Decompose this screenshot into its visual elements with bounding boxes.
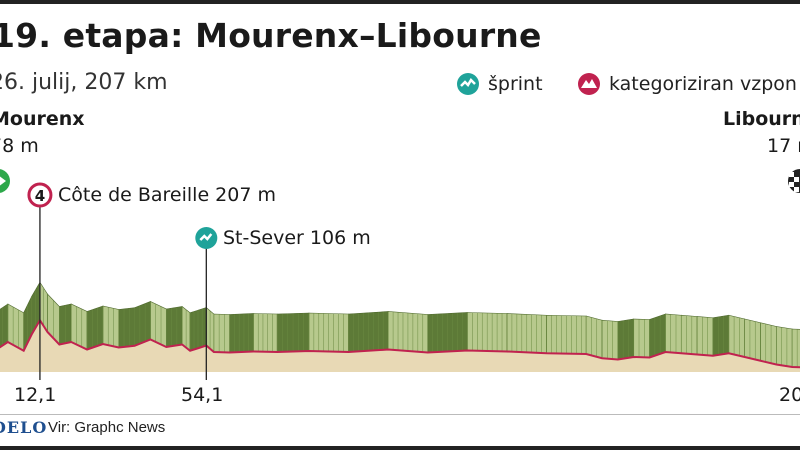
profile-ground	[0, 320, 800, 372]
top-rule	[0, 0, 800, 4]
terrain-face-20	[253, 313, 278, 353]
mountain-icon	[578, 73, 600, 95]
finish-city-name: Libourne	[723, 108, 800, 130]
terrain-face-34	[665, 313, 682, 354]
climb-marker-label: Côte de Bareille 207 m	[58, 184, 276, 206]
sprint-marker-glyph	[199, 233, 213, 241]
terrain-face-40	[760, 322, 777, 365]
footer-rule	[0, 414, 800, 415]
climb-category-icon	[27, 182, 53, 208]
terrain-face-10	[118, 307, 135, 348]
profile-terrain	[0, 281, 800, 368]
start-city-name: Mourenx	[0, 108, 85, 130]
page-title: 19. etapa: Mourenx–Libourne	[0, 16, 542, 55]
legend-climb: kategoriziran vzpon	[576, 71, 797, 97]
finish-check	[794, 177, 799, 182]
stage-subtitle: 26. julij, 207 km	[0, 70, 168, 95]
profile-markers: 4	[0, 169, 800, 380]
terrain-face-11	[134, 301, 151, 347]
terrain-face-35	[680, 314, 698, 355]
finish-city-elevation: 17 m	[767, 135, 800, 157]
publisher-logo: DELO	[0, 418, 48, 437]
terrain-face-19	[229, 313, 254, 353]
terrain-face-9	[102, 305, 120, 348]
terrain-face-31	[617, 318, 635, 360]
km-label-climb: 12,1	[14, 384, 57, 406]
terrain-face-8	[86, 305, 104, 350]
terrain-face-13	[165, 306, 183, 348]
sprint-icon	[457, 73, 479, 95]
source-credit: Vir: Graphc News	[48, 419, 166, 436]
km-label-sprint: 54,1	[181, 384, 224, 406]
km-label-finish: 207	[779, 384, 800, 406]
start-city-elevation: 78 m	[0, 135, 39, 157]
terrain-face-32	[633, 318, 650, 358]
profile-ground-face	[0, 320, 800, 372]
profile-line-layer	[0, 318, 800, 369]
bottom-rule	[0, 446, 800, 450]
terrain-face-36	[696, 316, 714, 357]
finish-check	[789, 172, 794, 177]
start-play-glyph	[0, 176, 6, 186]
terrain-face-38	[728, 314, 745, 358]
terrain-face-42	[791, 328, 800, 368]
terrain-face-41	[776, 326, 793, 368]
finish-check	[789, 182, 794, 187]
terrain-face-29	[585, 315, 603, 359]
finish-check	[794, 187, 799, 192]
climb-category-number: 4	[35, 187, 45, 205]
terrain-face-33	[649, 313, 666, 358]
legend-sprint: šprint	[455, 71, 543, 97]
terrain-face-18	[213, 313, 230, 353]
terrain-face-30	[601, 319, 619, 360]
terrain-face-37	[712, 314, 730, 357]
legend-climb-label: kategoriziran vzpon	[609, 73, 797, 95]
sprint-marker-label: St-Sever 106 m	[223, 227, 371, 249]
elevation-line	[0, 318, 800, 369]
terrain-face-39	[744, 318, 761, 362]
legend-sprint-label: šprint	[488, 73, 543, 95]
